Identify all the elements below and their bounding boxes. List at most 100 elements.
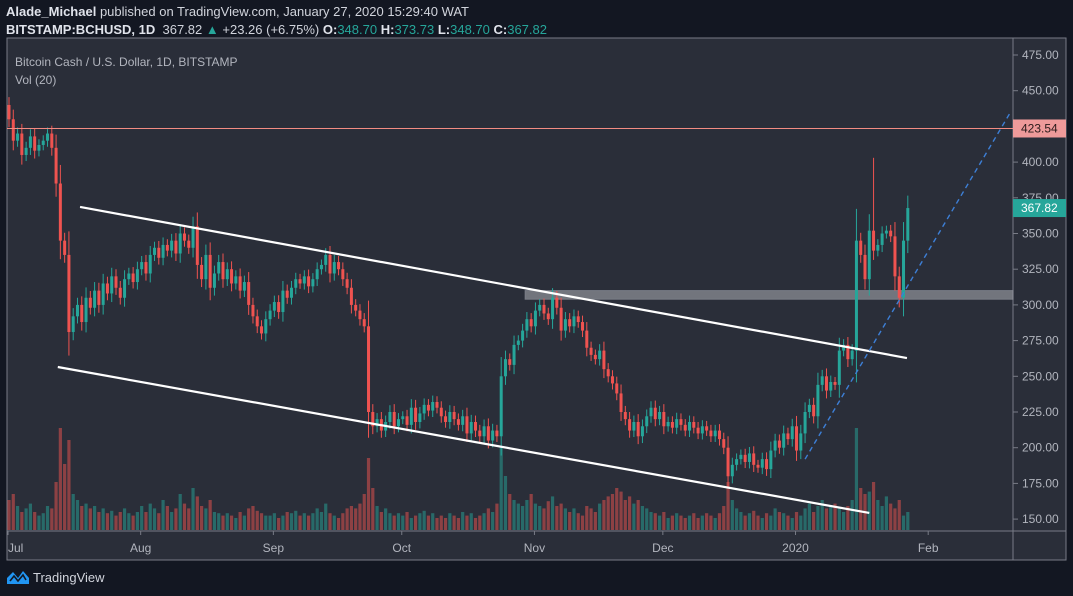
candle-body[interactable]	[876, 244, 880, 251]
candle-body[interactable]	[636, 421, 640, 437]
support-zone[interactable]	[524, 290, 1014, 300]
candle-body[interactable]	[773, 440, 777, 451]
candle-body[interactable]	[765, 459, 769, 470]
candle-body[interactable]	[645, 416, 649, 427]
candle-body[interactable]	[880, 233, 884, 245]
candle-body[interactable]	[568, 319, 572, 327]
candle-body[interactable]	[559, 307, 563, 331]
candle-body[interactable]	[444, 416, 448, 422]
candle-body[interactable]	[110, 276, 114, 294]
candle-body[interactable]	[902, 240, 906, 298]
candle-body[interactable]	[208, 254, 212, 288]
candle-body[interactable]	[396, 419, 400, 427]
candle-body[interactable]	[653, 407, 657, 420]
candle-body[interactable]	[803, 412, 807, 434]
candle-body[interactable]	[833, 382, 837, 385]
candle-body[interactable]	[401, 416, 405, 420]
candle-body[interactable]	[371, 412, 375, 427]
candle-body[interactable]	[786, 433, 790, 440]
candle-body[interactable]	[486, 426, 490, 441]
candle-body[interactable]	[148, 254, 152, 274]
candle-body[interactable]	[255, 316, 259, 327]
candle-body[interactable]	[615, 383, 619, 394]
candle-body[interactable]	[315, 269, 319, 280]
candle-body[interactable]	[392, 412, 396, 427]
candle-body[interactable]	[414, 407, 418, 422]
candle-body[interactable]	[97, 290, 101, 305]
candle-body[interactable]	[182, 233, 186, 241]
candle-body[interactable]	[478, 430, 482, 437]
candle-body[interactable]	[688, 421, 692, 431]
candle-body[interactable]	[589, 347, 593, 355]
candle-body[interactable]	[692, 421, 696, 428]
candle-body[interactable]	[730, 464, 734, 477]
candle-body[interactable]	[157, 247, 161, 258]
candle-body[interactable]	[722, 439, 726, 448]
candle-body[interactable]	[165, 244, 169, 251]
candle-body[interactable]	[563, 319, 567, 331]
candle-body[interactable]	[71, 316, 75, 333]
candle-body[interactable]	[585, 330, 589, 348]
candle-body[interactable]	[735, 459, 739, 465]
candle-body[interactable]	[268, 310, 272, 320]
candle-body[interactable]	[854, 240, 858, 351]
candle-body[interactable]	[367, 326, 371, 412]
candle-body[interactable]	[461, 416, 465, 425]
candle-body[interactable]	[242, 282, 246, 291]
candle-body[interactable]	[709, 430, 713, 437]
candle-body[interactable]	[67, 254, 71, 333]
candle-body[interactable]	[212, 273, 216, 288]
candle-body[interactable]	[238, 276, 242, 291]
candle-body[interactable]	[431, 402, 435, 411]
candle-body[interactable]	[337, 262, 341, 270]
candle-body[interactable]	[717, 430, 721, 440]
upper-channel-line[interactable]	[79, 205, 908, 360]
candle-body[interactable]	[217, 262, 221, 274]
price-axis[interactable]: 475.00450.00400.00375.00350.00325.00300.…	[1013, 48, 1066, 526]
candle-body[interactable]	[127, 273, 131, 280]
candle-body[interactable]	[837, 350, 841, 385]
candle-body[interactable]	[670, 421, 674, 428]
candle-body[interactable]	[153, 247, 157, 255]
candle-body[interactable]	[294, 279, 298, 288]
candle-body[interactable]	[409, 407, 413, 425]
candle-body[interactable]	[850, 350, 854, 360]
candle-body[interactable]	[41, 140, 45, 145]
candle-body[interactable]	[474, 421, 478, 431]
candle-body[interactable]	[281, 290, 285, 313]
candle-body[interactable]	[628, 419, 632, 431]
candle-body[interactable]	[756, 464, 760, 468]
candle-body[interactable]	[743, 454, 747, 462]
candle-body[interactable]	[319, 264, 323, 270]
candle-body[interactable]	[426, 404, 430, 411]
candle-body[interactable]	[739, 454, 743, 460]
candle-body[interactable]	[58, 183, 62, 241]
candle-body[interactable]	[777, 440, 781, 448]
candle-body[interactable]	[435, 402, 439, 408]
candle-body[interactable]	[439, 407, 443, 417]
candle-body[interactable]	[88, 297, 92, 308]
candle-body[interactable]	[581, 322, 585, 331]
candle-body[interactable]	[884, 230, 888, 234]
candle-body[interactable]	[705, 426, 709, 431]
candle-body[interactable]	[75, 304, 79, 317]
candle-body[interactable]	[332, 262, 336, 274]
candle-body[interactable]	[349, 287, 353, 305]
candle-body[interactable]	[33, 136, 37, 151]
candle-body[interactable]	[204, 254, 208, 280]
legend-volume[interactable]: Vol (20)	[15, 73, 57, 87]
candle-body[interactable]	[632, 421, 636, 431]
candle-body[interactable]	[683, 424, 687, 431]
candle-body[interactable]	[161, 244, 165, 258]
candle-body[interactable]	[619, 393, 623, 412]
candle-body[interactable]	[602, 350, 606, 370]
candle-body[interactable]	[529, 319, 533, 327]
candle-body[interactable]	[521, 330, 525, 341]
candle-body[interactable]	[20, 133, 24, 155]
candle-body[interactable]	[593, 354, 597, 360]
candle-body[interactable]	[354, 304, 358, 311]
candle-body[interactable]	[452, 412, 456, 420]
candle-body[interactable]	[503, 359, 507, 377]
candle-body[interactable]	[491, 430, 495, 441]
candle-body[interactable]	[221, 262, 225, 280]
